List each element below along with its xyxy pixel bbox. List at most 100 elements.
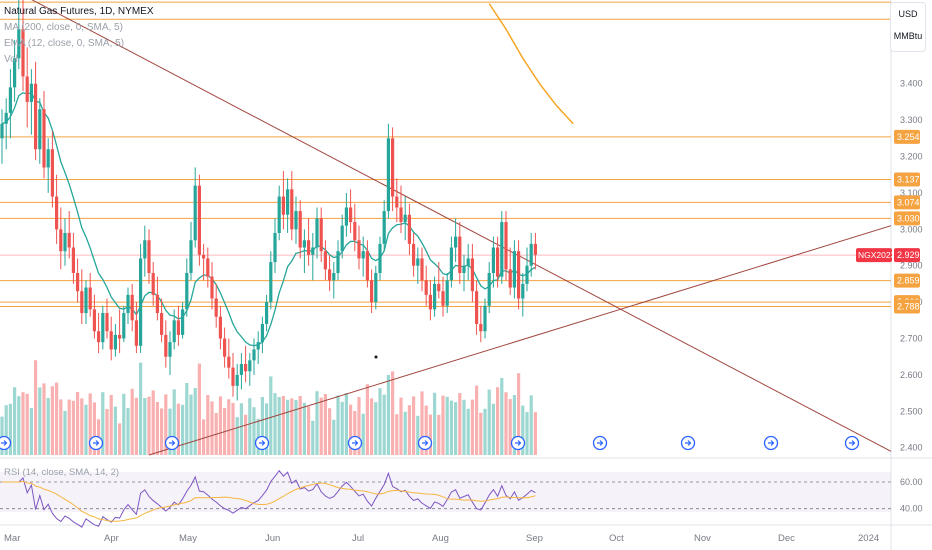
candle-body [206, 258, 210, 277]
candle-body [143, 240, 147, 259]
candle-body [365, 251, 369, 281]
candle-body [504, 222, 508, 270]
candle-body [370, 280, 374, 303]
candle-body [231, 367, 235, 386]
volume-bar [521, 405, 525, 455]
volume-bar [176, 403, 180, 455]
volume-bar [134, 397, 138, 455]
volume-bar [151, 390, 155, 455]
level-price-tag-label: 2.859 [897, 276, 920, 286]
candle-body [202, 254, 206, 259]
volume-bar [42, 383, 46, 455]
candle-body [59, 229, 63, 252]
volume-bar [193, 388, 197, 455]
currency-label[interactable]: USD [898, 9, 918, 19]
volume-bar [122, 393, 126, 455]
candle-body [462, 265, 466, 273]
candle-body [449, 247, 453, 281]
volume-bar [357, 397, 361, 455]
volume-bar [206, 395, 210, 455]
candle-body [97, 331, 101, 343]
candle-body [483, 305, 487, 332]
candle-body [349, 207, 353, 223]
volume-bar [323, 394, 327, 455]
price-axis-label: 2.900 [900, 261, 923, 271]
candle-body [521, 283, 525, 299]
volume-bar [13, 387, 17, 455]
candle-body [227, 356, 231, 368]
volume-bar [256, 418, 260, 455]
volume-bar [101, 392, 105, 455]
volume-bar [181, 404, 185, 455]
price-axis-label: 2.600 [900, 370, 923, 380]
candle-body [286, 189, 290, 215]
volume-bar [290, 398, 294, 455]
volume-bar [517, 373, 521, 455]
volume-bar [437, 414, 441, 455]
candle-body [25, 76, 29, 102]
candle-body [357, 240, 361, 259]
volume-bar [281, 396, 285, 455]
volume-bar [395, 414, 399, 455]
price-axis-label: 3.200 [900, 152, 923, 162]
candle-body [181, 309, 185, 335]
volume-bar [298, 396, 302, 455]
candle-body [63, 232, 67, 252]
volume-bar [420, 391, 424, 455]
volume-bar [244, 414, 248, 455]
candle-body [223, 338, 227, 357]
candle-body [256, 342, 260, 350]
candle-body [248, 360, 252, 372]
volume-bar [332, 419, 336, 455]
volume-bar [525, 412, 529, 455]
candle-body [508, 269, 512, 288]
candle-body [441, 291, 445, 306]
volume-bar [59, 399, 63, 455]
volume-bar [239, 403, 243, 455]
volume-bar [55, 382, 59, 455]
unit-label[interactable]: MMBtu [893, 31, 923, 41]
level-price-tag-label: 3.030 [897, 213, 920, 223]
event-marker-icon [844, 435, 860, 451]
event-marker-icon [592, 435, 608, 451]
event-marker-arrow [259, 440, 266, 446]
volume-bar [260, 397, 264, 455]
candle-body [420, 258, 424, 281]
volume-bar [349, 404, 353, 455]
candle-body [189, 240, 193, 273]
volume-bar [67, 399, 71, 455]
event-marker-icon [763, 435, 779, 451]
volume-bar [475, 385, 479, 455]
candle-body [168, 342, 172, 357]
volume-bar [92, 402, 96, 455]
volume-bar [197, 363, 201, 455]
candle-body [525, 265, 529, 284]
candle-body [88, 287, 92, 310]
candle-body [319, 218, 323, 252]
volume-bar [130, 388, 134, 455]
last-price-tag [894, 248, 920, 263]
volume-bar [399, 397, 403, 455]
unit-selector[interactable]: USD MMBtu [890, 2, 926, 52]
candle-body [336, 251, 340, 273]
candle-body [197, 185, 201, 255]
candle-body [160, 313, 164, 335]
volume-bar [470, 399, 474, 455]
volume-bar [483, 408, 487, 455]
candle-body [218, 316, 222, 339]
candle-body [281, 196, 285, 215]
candle-body [193, 185, 197, 241]
volume-bar [370, 398, 374, 455]
event-marker-icon [510, 435, 526, 451]
volume-bar [311, 420, 315, 455]
candle-body [76, 273, 80, 292]
time-axis-label: Jun [265, 533, 280, 544]
candle-body [386, 138, 390, 212]
candle-body [533, 243, 537, 255]
candle-body [500, 222, 504, 277]
volume-bar [479, 412, 483, 455]
price-axis-label: 2.500 [900, 406, 923, 416]
volume-bar [189, 394, 193, 455]
rsi-ma-line [2, 480, 536, 522]
